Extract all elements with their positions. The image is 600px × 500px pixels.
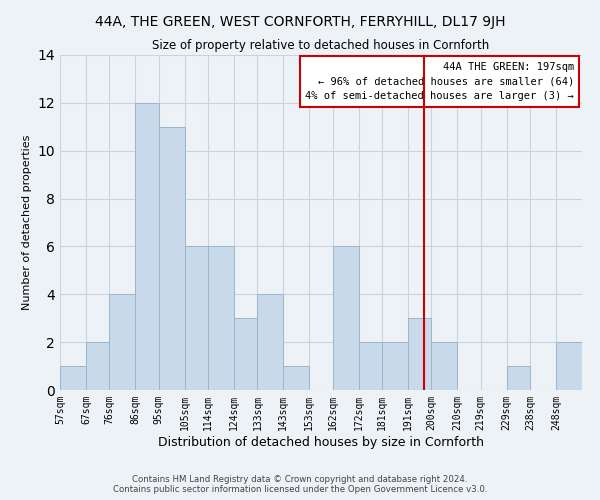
Bar [257, 294, 283, 390]
Bar [136, 103, 158, 390]
Bar [60, 366, 86, 390]
Bar [332, 246, 359, 390]
Text: 44A THE GREEN: 197sqm
← 96% of detached houses are smaller (64)
4% of semi-detac: 44A THE GREEN: 197sqm ← 96% of detached … [305, 62, 574, 102]
Bar [185, 246, 208, 390]
Text: Contains public sector information licensed under the Open Government Licence v3: Contains public sector information licen… [113, 486, 487, 494]
Bar [109, 294, 136, 390]
Text: 44A, THE GREEN, WEST CORNFORTH, FERRYHILL, DL17 9JH: 44A, THE GREEN, WEST CORNFORTH, FERRYHIL… [95, 15, 505, 29]
Bar [382, 342, 408, 390]
Bar [556, 342, 582, 390]
Title: Size of property relative to detached houses in Cornforth: Size of property relative to detached ho… [152, 40, 490, 52]
Text: Contains HM Land Registry data © Crown copyright and database right 2024.: Contains HM Land Registry data © Crown c… [132, 476, 468, 484]
X-axis label: Distribution of detached houses by size in Cornforth: Distribution of detached houses by size … [158, 436, 484, 448]
Y-axis label: Number of detached properties: Number of detached properties [22, 135, 32, 310]
Bar [408, 318, 431, 390]
Bar [359, 342, 382, 390]
Bar [506, 366, 530, 390]
Bar [86, 342, 109, 390]
Bar [208, 246, 234, 390]
Bar [158, 127, 185, 390]
Bar [283, 366, 310, 390]
Bar [431, 342, 457, 390]
Bar [234, 318, 257, 390]
